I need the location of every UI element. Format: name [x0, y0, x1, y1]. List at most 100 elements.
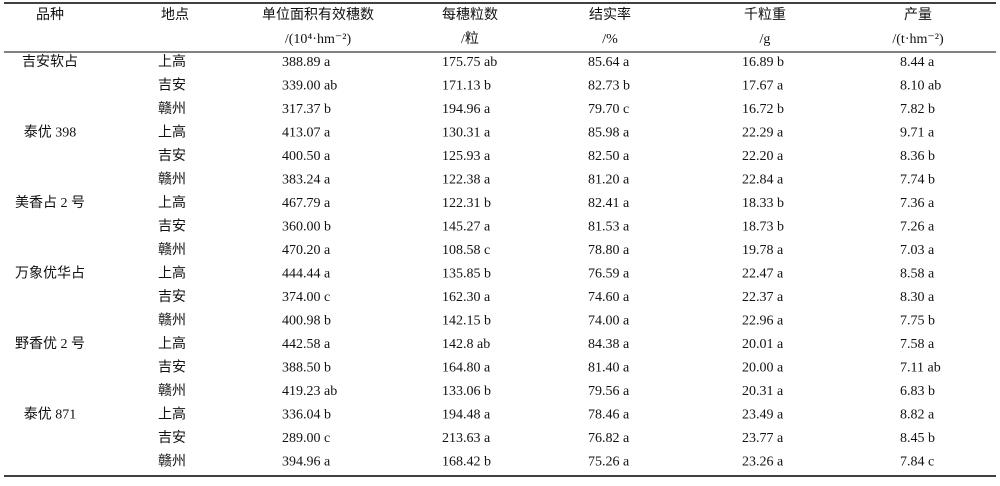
value-cell: 122.31 b — [442, 196, 491, 211]
value-cell: 442.58 a — [282, 337, 331, 352]
value-cell: 22.96 a — [742, 314, 784, 329]
variety-cell: 万象优华占 — [15, 266, 85, 282]
value-cell: 76.59 a — [588, 267, 630, 282]
value-cell: 7.03 a — [900, 243, 935, 258]
location-cell: 赣州 — [158, 242, 186, 258]
value-cell: 9.71 a — [900, 126, 935, 141]
value-cell: 19.78 a — [742, 243, 784, 258]
value-cell: 16.72 b — [742, 102, 784, 117]
value-cell: 7.75 b — [900, 314, 935, 329]
value-cell: 8.82 a — [900, 408, 935, 423]
header-cell: /(t·hm⁻²) — [892, 32, 944, 47]
value-cell: 82.50 a — [588, 149, 630, 164]
value-cell: 76.82 a — [588, 431, 630, 446]
value-cell: 339.00 ab — [282, 79, 337, 94]
value-cell: 175.75 ab — [442, 55, 497, 70]
value-cell: 7.11 ab — [900, 361, 941, 376]
value-cell: 8.45 b — [900, 431, 935, 446]
location-cell: 赣州 — [158, 383, 186, 399]
value-cell: 22.29 a — [742, 126, 784, 141]
value-cell: 22.84 a — [742, 173, 784, 188]
value-cell: 194.48 a — [442, 408, 491, 423]
value-cell: 388.89 a — [282, 55, 331, 70]
value-cell: 16.89 b — [742, 55, 784, 70]
value-cell: 7.82 b — [900, 102, 935, 117]
value-cell: 7.74 b — [900, 173, 935, 188]
value-cell: 122.38 a — [442, 173, 491, 188]
header-cell: /% — [602, 32, 618, 47]
value-cell: 108.58 c — [442, 243, 490, 258]
location-cell: 吉安 — [158, 219, 186, 235]
value-cell: 78.46 a — [588, 408, 630, 423]
value-cell: 317.37 b — [282, 102, 331, 117]
header-cell: 单位面积有效穗数 — [262, 7, 374, 23]
header-cell: /g — [760, 32, 771, 47]
location-cell: 上高 — [158, 53, 186, 70]
header-cell: 地点 — [161, 7, 189, 23]
value-cell: 74.00 a — [588, 314, 630, 329]
variety-cell: 美香占 2 号 — [15, 195, 85, 211]
value-cell: 79.70 c — [588, 102, 629, 117]
header-cell: 品种 — [36, 7, 64, 23]
value-cell: 22.20 a — [742, 149, 784, 164]
value-cell: 470.20 a — [282, 243, 331, 258]
location-cell: 吉安 — [158, 78, 186, 94]
location-cell: 吉安 — [158, 289, 186, 305]
location-cell: 赣州 — [158, 101, 186, 117]
value-cell: 7.84 c — [900, 455, 934, 470]
value-cell: 125.93 a — [442, 149, 491, 164]
value-cell: 162.30 a — [442, 290, 491, 305]
value-cell: 82.73 b — [588, 79, 630, 94]
variety-cell: 野香优 2 号 — [15, 336, 85, 352]
value-cell: 7.26 a — [900, 220, 935, 235]
location-cell: 吉安 — [158, 360, 186, 376]
location-cell: 上高 — [158, 194, 186, 211]
value-cell: 75.26 a — [588, 455, 630, 470]
value-cell: 74.60 a — [588, 290, 630, 305]
value-cell: 171.13 b — [442, 79, 491, 94]
location-cell: 吉安 — [158, 430, 186, 446]
value-cell: 8.10 ab — [900, 79, 941, 94]
value-cell: 467.79 a — [282, 196, 331, 211]
value-cell: 419.23 ab — [282, 384, 337, 399]
value-cell: 8.58 a — [900, 267, 935, 282]
header-cell: 结实率 — [589, 6, 631, 23]
value-cell: 444.44 a — [282, 267, 331, 282]
value-cell: 85.98 a — [588, 126, 630, 141]
value-cell: 394.96 a — [282, 455, 331, 470]
value-cell: 130.31 a — [442, 126, 491, 141]
value-cell: 194.96 a — [442, 102, 491, 117]
header-cell: 每穗粒数 — [442, 7, 498, 23]
value-cell: 7.58 a — [900, 337, 935, 352]
value-cell: 23.49 a — [742, 408, 784, 423]
value-cell: 81.40 a — [588, 361, 630, 376]
value-cell: 142.15 b — [442, 314, 491, 329]
value-cell: 7.36 a — [900, 196, 935, 211]
value-cell: 8.44 a — [900, 55, 935, 70]
value-cell: 388.50 b — [282, 361, 331, 376]
value-cell: 168.42 b — [442, 455, 491, 470]
value-cell: 20.00 a — [742, 361, 784, 376]
location-cell: 赣州 — [158, 454, 186, 470]
value-cell: 400.50 a — [282, 149, 331, 164]
value-cell: 400.98 b — [282, 314, 331, 329]
value-cell: 6.83 b — [900, 384, 935, 399]
variety-cell: 泰优 871 — [24, 407, 77, 423]
location-cell: 吉安 — [158, 148, 186, 164]
location-cell: 赣州 — [158, 172, 186, 188]
value-cell: 18.73 b — [742, 220, 784, 235]
value-cell: 84.38 a — [588, 337, 630, 352]
value-cell: 79.56 a — [588, 384, 630, 399]
value-cell: 78.80 a — [588, 243, 630, 258]
header-cell: 千粒重 — [744, 7, 786, 23]
value-cell: 164.80 a — [442, 361, 491, 376]
value-cell: 85.64 a — [588, 55, 630, 70]
value-cell: 81.53 a — [588, 220, 630, 235]
value-cell: 289.00 c — [282, 431, 330, 446]
value-cell: 383.24 a — [282, 173, 331, 188]
value-cell: 374.00 c — [282, 290, 330, 305]
value-cell: 20.01 a — [742, 337, 784, 352]
value-cell: 18.33 b — [742, 196, 784, 211]
value-cell: 336.04 b — [282, 408, 331, 423]
